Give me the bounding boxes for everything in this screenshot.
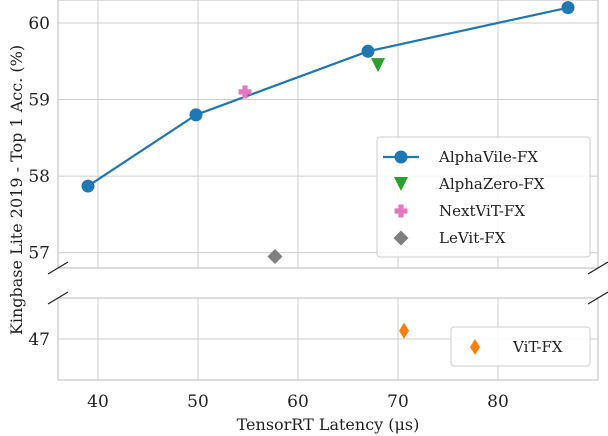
y-tick-label: 57 [28, 244, 50, 264]
axis-break-mark [587, 291, 608, 305]
legend-frame [450, 326, 591, 367]
x-tick-label: 60 [287, 392, 309, 412]
x-tick-label: 50 [187, 392, 209, 412]
alphazero-fx-point [371, 58, 385, 73]
upper-plot-frame [57, 0, 599, 269]
nextvit-fx-legend-label: NextViT-FX [439, 202, 525, 220]
vit-fx-legend-marker [470, 339, 480, 355]
x-tick-label: 40 [87, 392, 109, 412]
alphavile-fx-point [561, 1, 575, 15]
lower-y-tick-labels: 47 [28, 330, 50, 350]
alphazero-fx-legend-label: AlphaZero-FX [438, 175, 545, 193]
lower-plot-panel: 47 ViT-FX [28, 297, 599, 381]
alphavile-fx-line [87, 6, 569, 187]
lower-series [399, 322, 409, 339]
upper-y-tick-labels: 57 58 59 60 [28, 14, 50, 264]
axis-break-mark [47, 261, 69, 275]
levit-fx-legend-marker [393, 230, 409, 246]
nextvit-fx-legend-marker [394, 204, 408, 218]
upper-gridlines [58, 0, 598, 268]
axis-break-mark [587, 261, 608, 275]
alphavile-fx-point [81, 179, 95, 193]
alphavile-fx-legend-label: AlphaVile-FX [438, 148, 538, 166]
lower-legend: ViT-FX [450, 326, 591, 367]
x-axis-label: TensorRT Latency (μs) [237, 415, 420, 434]
alphavile-fx-legend-marker [394, 150, 408, 164]
alphavile-fx-point [189, 108, 203, 122]
x-tick-labels: 40 50 60 70 80 [87, 392, 509, 412]
upper-legend: AlphaVile-FX AlphaZero-FX NextViT-FX LeVit-… [376, 136, 591, 258]
vit-fx-legend-label: ViT-FX [512, 338, 563, 356]
axis-break-marks [47, 261, 608, 305]
vit-fx-point [399, 322, 409, 339]
y-tick-label: 47 [28, 330, 50, 350]
levit-fx-point [267, 249, 283, 265]
alphavile-fx-point [361, 44, 375, 58]
y-tick-label: 60 [28, 14, 50, 34]
upper-plot-panel: 57 58 59 60 AlphaVile-FX AlphaZero-FX NextViT… [28, 0, 599, 269]
nextvit-fx-point [238, 85, 252, 99]
levit-fx-legend-label: LeVit-FX [439, 229, 506, 247]
legend-frame [376, 136, 591, 258]
alphazero-fx-legend-marker [394, 177, 408, 191]
y-axis-label: Kingbase Lite 2019 - Top 1 Acc. (%) [7, 45, 26, 335]
y-tick-label: 58 [28, 167, 50, 187]
y-tick-label: 59 [28, 91, 50, 111]
axis-break-mark [47, 291, 69, 305]
x-tick-label: 70 [387, 392, 409, 412]
x-tick-label: 80 [487, 392, 509, 412]
upper-series [81, 1, 575, 265]
